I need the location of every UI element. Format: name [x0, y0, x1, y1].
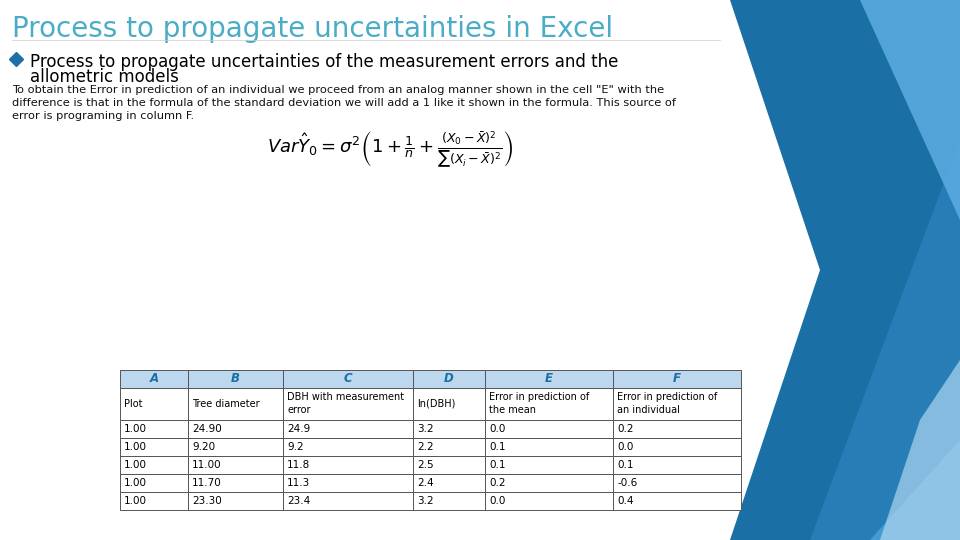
Bar — [188, 420, 283, 438]
Bar — [485, 456, 613, 474]
Text: 9.20: 9.20 — [192, 442, 215, 452]
Bar — [120, 492, 188, 510]
Bar — [188, 370, 283, 388]
Text: -0.6: -0.6 — [617, 478, 637, 488]
Text: allometric models: allometric models — [30, 68, 179, 86]
Text: C: C — [344, 373, 352, 386]
Text: 0.0: 0.0 — [617, 442, 634, 452]
Bar — [485, 388, 613, 420]
Polygon shape — [760, 440, 960, 540]
Bar — [120, 388, 188, 420]
Bar — [613, 388, 741, 420]
Bar — [188, 438, 283, 456]
Text: error: error — [287, 405, 310, 415]
Text: 0.1: 0.1 — [489, 442, 506, 452]
Text: 2.4: 2.4 — [417, 478, 434, 488]
Text: 0.0: 0.0 — [489, 424, 505, 434]
Text: 0.2: 0.2 — [617, 424, 634, 434]
Bar — [485, 474, 613, 492]
Polygon shape — [730, 0, 960, 540]
Bar — [613, 438, 741, 456]
Text: Plot: Plot — [124, 399, 142, 409]
Text: difference is that in the formula of the standard deviation we will add a 1 like: difference is that in the formula of the… — [12, 98, 676, 108]
Bar — [120, 438, 188, 456]
Text: 1.00: 1.00 — [124, 424, 147, 434]
Bar — [485, 420, 613, 438]
Text: E: E — [545, 373, 553, 386]
Text: ln(DBH): ln(DBH) — [417, 399, 455, 409]
Bar — [120, 420, 188, 438]
Text: To obtain the Error in prediction of an individual we proceed from an analog man: To obtain the Error in prediction of an … — [12, 85, 664, 95]
Bar — [188, 388, 283, 420]
Text: 24.90: 24.90 — [192, 424, 222, 434]
Bar — [120, 474, 188, 492]
Text: A: A — [150, 373, 158, 386]
Bar — [120, 370, 188, 388]
Text: 0.4: 0.4 — [617, 496, 634, 506]
Bar — [613, 370, 741, 388]
Bar — [120, 456, 188, 474]
Text: $Var\hat{Y}_0 = \sigma^2\left(1 + \frac{1}{n} + \frac{(X_0 - \bar{X})^2}{\sum(X_: $Var\hat{Y}_0 = \sigma^2\left(1 + \frac{… — [267, 129, 514, 171]
Bar — [613, 492, 741, 510]
Text: B: B — [231, 373, 240, 386]
Text: an individual: an individual — [617, 405, 680, 415]
Bar — [485, 492, 613, 510]
Text: Tree diameter: Tree diameter — [192, 399, 259, 409]
Bar — [413, 388, 485, 420]
Text: the mean: the mean — [489, 405, 536, 415]
Polygon shape — [880, 360, 960, 540]
Text: 11.00: 11.00 — [192, 460, 222, 470]
Text: error is programing in column F.: error is programing in column F. — [12, 111, 194, 121]
Bar — [413, 492, 485, 510]
Bar — [283, 370, 413, 388]
Bar — [413, 438, 485, 456]
Polygon shape — [810, 140, 960, 540]
Bar — [188, 474, 283, 492]
Bar — [283, 388, 413, 420]
Bar — [613, 456, 741, 474]
Text: 0.2: 0.2 — [489, 478, 506, 488]
Text: Error in prediction of: Error in prediction of — [489, 392, 589, 402]
Bar — [413, 420, 485, 438]
Text: 23.30: 23.30 — [192, 496, 222, 506]
Text: 11.70: 11.70 — [192, 478, 222, 488]
Bar — [413, 474, 485, 492]
Text: 0.1: 0.1 — [489, 460, 506, 470]
Bar — [188, 492, 283, 510]
Text: 3.2: 3.2 — [417, 424, 434, 434]
Text: 1.00: 1.00 — [124, 496, 147, 506]
Text: 24.9: 24.9 — [287, 424, 310, 434]
Bar — [283, 474, 413, 492]
Text: Process to propagate uncertainties in Excel: Process to propagate uncertainties in Ex… — [12, 15, 613, 43]
Text: 2.5: 2.5 — [417, 460, 434, 470]
Polygon shape — [860, 0, 960, 220]
Text: 2.2: 2.2 — [417, 442, 434, 452]
Bar — [283, 456, 413, 474]
Bar — [413, 456, 485, 474]
Text: 11.3: 11.3 — [287, 478, 310, 488]
Text: F: F — [673, 373, 681, 386]
Bar — [283, 420, 413, 438]
Text: Error in prediction of: Error in prediction of — [617, 392, 717, 402]
Bar — [485, 370, 613, 388]
Text: DBH with measurement: DBH with measurement — [287, 392, 404, 402]
Bar — [283, 492, 413, 510]
Text: 1.00: 1.00 — [124, 442, 147, 452]
Text: Process to propagate uncertainties of the measurement errors and the: Process to propagate uncertainties of th… — [30, 53, 618, 71]
Text: 0.1: 0.1 — [617, 460, 634, 470]
Text: 11.8: 11.8 — [287, 460, 310, 470]
Text: 0.0: 0.0 — [489, 496, 505, 506]
Text: 3.2: 3.2 — [417, 496, 434, 506]
Bar — [613, 474, 741, 492]
Text: 23.4: 23.4 — [287, 496, 310, 506]
Text: 1.00: 1.00 — [124, 478, 147, 488]
Bar — [413, 370, 485, 388]
Text: 1.00: 1.00 — [124, 460, 147, 470]
Bar — [283, 438, 413, 456]
Text: 9.2: 9.2 — [287, 442, 303, 452]
Text: D: D — [444, 373, 454, 386]
Bar — [613, 420, 741, 438]
Bar — [188, 456, 283, 474]
Bar — [485, 438, 613, 456]
